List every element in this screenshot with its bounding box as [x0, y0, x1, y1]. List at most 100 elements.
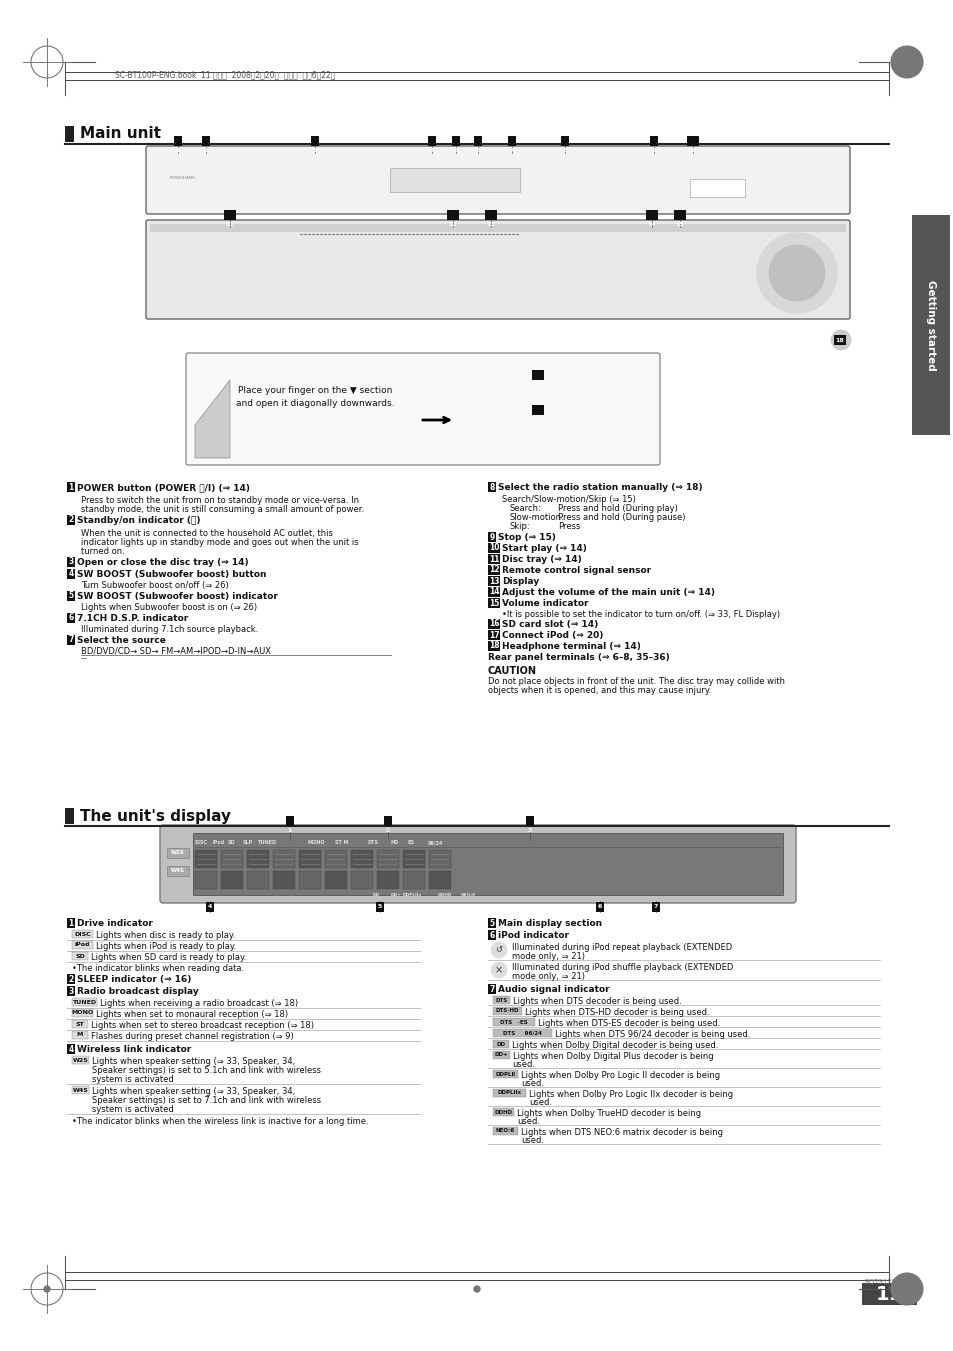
Text: TUNED: TUNED — [257, 840, 276, 846]
FancyBboxPatch shape — [67, 557, 75, 567]
Text: Illuminated during iPod repeat playback (EXTENDED: Illuminated during iPod repeat playback … — [512, 943, 732, 952]
FancyBboxPatch shape — [67, 515, 75, 526]
Text: 4: 4 — [208, 905, 212, 909]
Text: Lights when DTS-HD decoder is being used.: Lights when DTS-HD decoder is being used… — [525, 1008, 709, 1017]
Text: •The indicator blinks when the wireless link is inactive for a long time.: •The indicator blinks when the wireless … — [71, 1117, 368, 1125]
Text: ×: × — [495, 965, 502, 975]
FancyBboxPatch shape — [488, 576, 499, 586]
Text: SD: SD — [75, 954, 85, 958]
Text: SC-BT100P-ENG.book  11 ページ  2008年2月20日  木曜日  午後6時22分: SC-BT100P-ENG.book 11 ページ 2008年2月20日 木曜日… — [115, 70, 335, 80]
Text: Speaker settings) is set to 7.1ch and link with wireless: Speaker settings) is set to 7.1ch and li… — [91, 1096, 320, 1105]
Bar — [351, 871, 373, 889]
Text: Lights when set to monaural reception (⇒ 18): Lights when set to monaural reception (⇒… — [95, 1011, 288, 1019]
Bar — [447, 209, 458, 220]
Text: Wireless link indicator: Wireless link indicator — [77, 1046, 191, 1054]
FancyBboxPatch shape — [493, 1127, 517, 1135]
Text: 2: 2 — [69, 974, 73, 984]
Bar — [390, 168, 519, 192]
Bar — [65, 808, 74, 824]
Text: SW BOOST (Subwoofer boost) button: SW BOOST (Subwoofer boost) button — [77, 570, 266, 580]
Text: DDPLⅡ: DDPLⅡ — [495, 1071, 515, 1077]
Circle shape — [890, 1273, 923, 1305]
Text: DTS: DTS — [495, 997, 507, 1002]
Text: used.: used. — [517, 1117, 539, 1125]
Text: Press to switch the unit from on to standby mode or vice-versa. In: Press to switch the unit from on to stan… — [81, 496, 358, 505]
Bar — [167, 866, 189, 875]
Bar — [862, 1283, 916, 1305]
Text: W2S: W2S — [72, 1058, 88, 1062]
FancyBboxPatch shape — [146, 146, 849, 213]
Text: system is activated: system is activated — [91, 1105, 173, 1115]
Text: DD+: DD+ — [494, 1052, 508, 1058]
Bar — [221, 871, 243, 889]
Bar — [247, 850, 269, 867]
Text: DTS: DTS — [368, 840, 378, 846]
Bar — [428, 136, 436, 146]
Text: Lights when Dolby Digital Plus decoder is being: Lights when Dolby Digital Plus decoder i… — [512, 1052, 713, 1061]
Text: RQT9129: RQT9129 — [863, 1279, 895, 1285]
Bar — [167, 848, 189, 858]
Bar — [351, 850, 373, 867]
FancyBboxPatch shape — [493, 1089, 526, 1097]
Text: SLP: SLP — [243, 840, 253, 846]
Text: Main unit: Main unit — [80, 127, 161, 142]
Bar — [224, 209, 235, 220]
Text: 15: 15 — [488, 598, 498, 608]
Text: Drive indicator: Drive indicator — [77, 919, 152, 928]
Bar — [273, 850, 294, 867]
FancyBboxPatch shape — [67, 635, 75, 644]
FancyBboxPatch shape — [186, 353, 659, 465]
Text: Lights when DTS-ES decoder is being used.: Lights when DTS-ES decoder is being used… — [537, 1019, 720, 1028]
Text: Lights when DTS NEO:6 matrix decoder is being: Lights when DTS NEO:6 matrix decoder is … — [520, 1128, 722, 1138]
Text: 9: 9 — [489, 532, 494, 542]
Bar — [596, 902, 603, 912]
Text: 1: 1 — [69, 919, 73, 928]
Text: Press and hold (During play): Press and hold (During play) — [558, 504, 678, 513]
Bar — [532, 405, 543, 415]
Text: 8: 8 — [562, 149, 567, 154]
Text: 14: 14 — [488, 588, 498, 597]
Text: Volume indicator: Volume indicator — [501, 598, 588, 608]
Circle shape — [44, 1286, 50, 1292]
Text: system is activated: system is activated — [91, 1075, 173, 1084]
Bar — [206, 902, 213, 912]
Text: indicator lights up in standby mode and goes out when the unit is: indicator lights up in standby mode and … — [81, 538, 358, 547]
Text: Place your finger on the ▼ section
and open it diagonally downwards.: Place your finger on the ▼ section and o… — [235, 386, 394, 408]
Text: DD+: DD+ — [391, 893, 401, 897]
Text: DD: DD — [373, 893, 380, 897]
FancyBboxPatch shape — [146, 220, 849, 319]
Bar — [193, 834, 782, 894]
Text: 11: 11 — [875, 1285, 902, 1304]
Text: iPod: iPod — [74, 943, 90, 947]
Text: Remote control signal sensor: Remote control signal sensor — [501, 566, 651, 576]
FancyBboxPatch shape — [71, 1031, 88, 1039]
Text: Audio signal indicator: Audio signal indicator — [497, 985, 609, 994]
Text: 18: 18 — [488, 642, 498, 650]
Bar — [247, 871, 269, 889]
Text: Search:: Search: — [510, 504, 541, 513]
Text: used.: used. — [520, 1136, 543, 1146]
Text: Radio broadcast display: Radio broadcast display — [77, 988, 198, 996]
Text: NEO:6: NEO:6 — [496, 1128, 515, 1133]
Text: 3: 3 — [527, 828, 532, 834]
Bar — [402, 850, 424, 867]
Circle shape — [491, 942, 506, 958]
Text: turned on.: turned on. — [81, 547, 125, 557]
Text: 16: 16 — [488, 620, 498, 628]
FancyBboxPatch shape — [67, 613, 75, 623]
Bar — [298, 871, 320, 889]
Text: NEO:6: NEO:6 — [460, 893, 476, 897]
Text: DDPLIIx: DDPLIIx — [497, 1090, 521, 1096]
FancyBboxPatch shape — [71, 952, 88, 961]
Text: 3: 3 — [313, 149, 316, 154]
Text: 5: 5 — [489, 919, 494, 928]
FancyBboxPatch shape — [488, 984, 496, 994]
Text: DTS·HD: DTS·HD — [496, 1008, 518, 1013]
Bar — [689, 178, 744, 197]
Text: iPod: iPod — [213, 840, 225, 846]
Text: 4: 4 — [69, 570, 73, 578]
Text: 7: 7 — [509, 149, 514, 154]
Text: 17: 17 — [533, 417, 542, 423]
FancyBboxPatch shape — [67, 590, 75, 601]
Text: 6: 6 — [489, 931, 494, 939]
